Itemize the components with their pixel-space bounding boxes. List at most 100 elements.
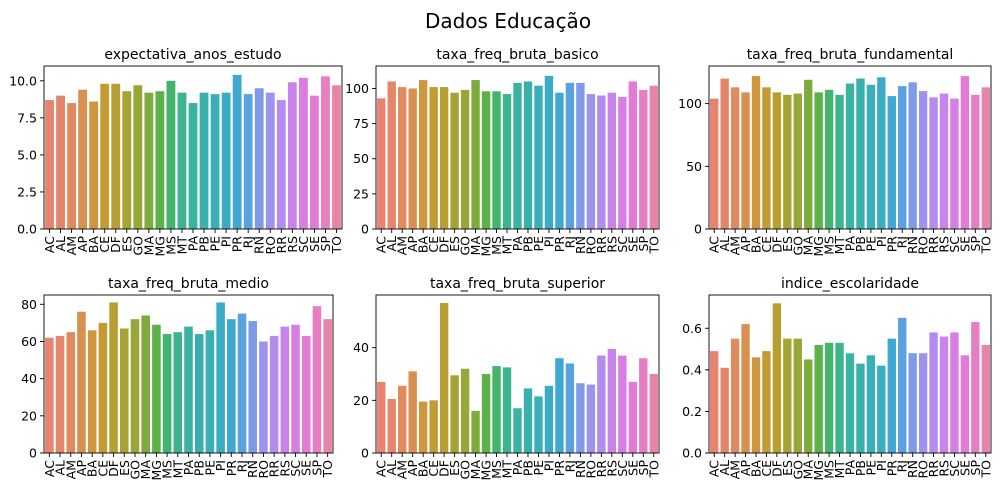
x-tick-label: MT (500, 236, 515, 255)
x-tick-label: RO (583, 236, 598, 255)
bar-sp (639, 358, 648, 453)
y-tick-label: 100 (345, 81, 369, 96)
x-tick-label: BA (749, 236, 764, 254)
bar-ac (710, 351, 719, 453)
bar-mg (155, 91, 165, 229)
bar-ro (586, 94, 596, 229)
x-tick-label: RJ (562, 460, 577, 472)
x-tick-label: GO (458, 236, 473, 256)
x-tick-label: PI (874, 460, 889, 471)
x-tick-label: AP (74, 460, 89, 477)
x-tick-label: DF (106, 460, 121, 477)
x-tick-label: RR (926, 460, 941, 478)
x-tick-label: GO (127, 460, 142, 480)
x-tick-label: RN (252, 236, 267, 254)
x-tick-label: SC (615, 460, 630, 477)
y-tick-label: 100 (678, 96, 702, 111)
bar-ro (918, 91, 928, 229)
x-tick-label: RO (263, 236, 278, 255)
y-tick-label: 40 (21, 371, 37, 386)
x-tick-label: MG (811, 236, 826, 256)
y-tick-label: 0 (361, 222, 369, 237)
bar-pb (523, 388, 533, 453)
x-tick-label: TO (329, 236, 344, 255)
bar-pa (845, 83, 855, 229)
bar-am (730, 338, 740, 453)
x-tick-label: AP (405, 460, 420, 477)
x-tick-label: MA (138, 460, 153, 480)
x-tick-label: AC (42, 460, 57, 477)
x-tick-label: MG (479, 236, 494, 256)
x-tick-label: MG (149, 460, 164, 480)
bar-al (387, 81, 396, 230)
bar-se (960, 355, 970, 453)
bar-sc (618, 355, 627, 453)
x-tick-label: MT (174, 236, 189, 255)
x-tick-label: MG (479, 460, 494, 480)
bar-ce (429, 400, 438, 453)
x-tick-label: AL (717, 236, 732, 252)
subplot-title: taxa_freq_bruta_basico (436, 47, 598, 63)
x-tick-label: SC (288, 460, 303, 477)
bar-go (460, 368, 470, 453)
bar-es (783, 338, 792, 453)
bar-rr (597, 355, 606, 453)
subplots-grid: expectativa_anos_estudo 0.0 2.5 5.0 7.5 10.0 A… (9, 47, 993, 480)
x-tick-label: ES (117, 460, 132, 476)
bar-rn (254, 88, 264, 229)
bar-ap (408, 88, 417, 229)
bar-sp (312, 306, 322, 453)
bar-al (55, 335, 65, 453)
bar-pb (523, 81, 533, 230)
bar-rj (565, 363, 575, 453)
y-tick-label: 0.4 (682, 362, 702, 377)
x-tick-label: MT (500, 460, 515, 479)
x-tick-label: GO (130, 236, 145, 256)
x-tick-label: PA (186, 236, 201, 252)
bar-ce (762, 87, 771, 229)
bar-pb (199, 92, 209, 229)
bar-ba (751, 357, 761, 453)
subplot-4: taxa_freq_bruta_medio 0 20 40 60 80 ACALAMAPBA… (21, 276, 335, 480)
x-tick-label: BA (416, 236, 431, 254)
x-tick-label: DF (769, 460, 784, 477)
bar-al (720, 78, 729, 229)
bar-pe (205, 330, 215, 453)
bar-ms (492, 366, 501, 453)
x-tick-label: TO (978, 236, 993, 255)
bar-pi (216, 302, 225, 453)
x-tick-label: PB (197, 236, 212, 252)
y-tick-label: 50 (686, 159, 702, 174)
bar-to (649, 85, 658, 229)
y-tick-label: 7.5 (17, 110, 37, 125)
x-tick-label: PI (874, 236, 889, 247)
bar-ce (100, 83, 110, 229)
bar-sc (298, 77, 308, 229)
bar-es (783, 94, 792, 229)
bar-ro (259, 341, 268, 453)
subplot-title: expectativa_anos_estudo (104, 47, 281, 63)
x-tick-label: PA (843, 460, 858, 476)
bar-rr (929, 332, 938, 453)
x-tick-label: SP (968, 460, 983, 476)
x-tick-label: SP (318, 236, 333, 252)
bar-ba (87, 330, 97, 453)
x-tick-label: BA (86, 236, 101, 254)
x-tick-label: RN (573, 460, 588, 478)
bar-rs (939, 93, 949, 229)
bar-ce (98, 322, 108, 453)
bar-ac (710, 98, 719, 229)
x-tick-label: MT (832, 236, 847, 255)
subplot-title: taxa_freq_bruta_medio (108, 276, 269, 292)
x-tick-label: TO (646, 460, 661, 479)
x-tick-label: GO (458, 460, 473, 480)
bar-rr (276, 100, 286, 229)
x-tick-label: MT (170, 460, 185, 479)
x-tick-label: PE (531, 236, 546, 252)
bar-pr (227, 319, 236, 453)
bar-rj (898, 86, 907, 229)
bar-pe (210, 94, 220, 230)
bar-se (628, 381, 637, 453)
bar-sc (291, 324, 300, 453)
bar-pi (544, 385, 554, 453)
